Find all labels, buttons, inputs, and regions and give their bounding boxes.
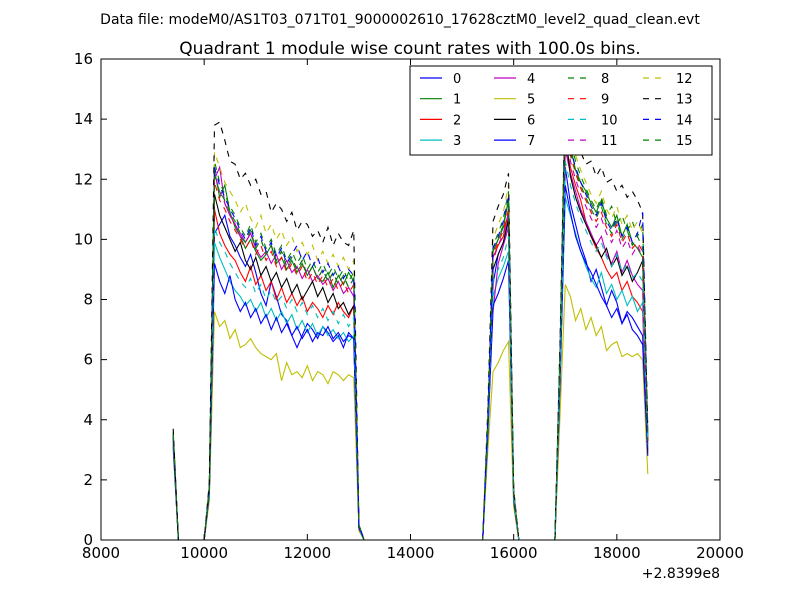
legend-label-3: 3	[453, 134, 461, 149]
series-line-9	[172, 113, 649, 540]
y-tick-label: 12	[74, 170, 93, 188]
y-tick-label: 16	[74, 50, 93, 68]
series-line-11	[172, 122, 649, 540]
x-tick-label: 18000	[593, 544, 641, 562]
x-tick-label: 20000	[696, 544, 744, 562]
legend-label-8: 8	[601, 72, 609, 87]
series-line-7	[172, 185, 649, 540]
series-line-3	[172, 197, 649, 540]
y-tick-label: 14	[74, 110, 93, 128]
legend-label-12: 12	[676, 72, 693, 87]
series-line-10	[172, 161, 649, 540]
legend-label-15: 15	[676, 134, 693, 149]
axis-ticks: 8000 10000 12000 14000 16000 18000 20000 0 2 4 6 8 1…	[74, 50, 744, 562]
series-lines	[172, 88, 649, 540]
series-line-6	[172, 131, 649, 540]
x-axis-offset-label: +2.8399e8	[642, 566, 720, 582]
y-tick-label: 2	[83, 471, 93, 489]
legend-label-6: 6	[527, 113, 535, 128]
legend-label-5: 5	[527, 93, 535, 108]
legend-box	[409, 65, 713, 156]
legend-label-14: 14	[676, 113, 693, 128]
legend-label-2: 2	[453, 113, 461, 128]
legend-label-7: 7	[527, 134, 535, 149]
x-tick-label: 16000	[490, 544, 538, 562]
legend-label-9: 9	[601, 93, 609, 108]
x-tick-label: 12000	[283, 544, 331, 562]
series-line-5	[172, 284, 649, 540]
x-tick-label: 10000	[180, 544, 228, 562]
y-tick-label: 0	[83, 531, 93, 549]
series-line-12	[172, 101, 649, 540]
y-tick-label: 10	[74, 230, 93, 248]
x-tick-label: 14000	[387, 544, 435, 562]
legend-label-13: 13	[676, 93, 693, 108]
legend-label-10: 10	[601, 113, 618, 128]
legend-label-4: 4	[527, 72, 535, 87]
figure-suptitle: Data file: modeM0/AS1T03_071T01_90000026…	[100, 12, 700, 28]
y-tick-label: 8	[83, 291, 93, 309]
series-line-2	[172, 143, 649, 540]
legend-label-1: 1	[453, 93, 461, 108]
y-tick-label: 6	[83, 351, 93, 369]
legend-label-0: 0	[453, 72, 461, 87]
x-tick-label: 8000	[82, 544, 120, 562]
chart-title: Quadrant 1 module wise count rates with …	[179, 39, 640, 59]
series-line-14	[172, 116, 649, 540]
legend-label-11: 11	[601, 134, 618, 149]
y-tick-label: 4	[83, 411, 93, 429]
series-line-1	[172, 107, 649, 540]
series-line-0	[172, 167, 649, 540]
